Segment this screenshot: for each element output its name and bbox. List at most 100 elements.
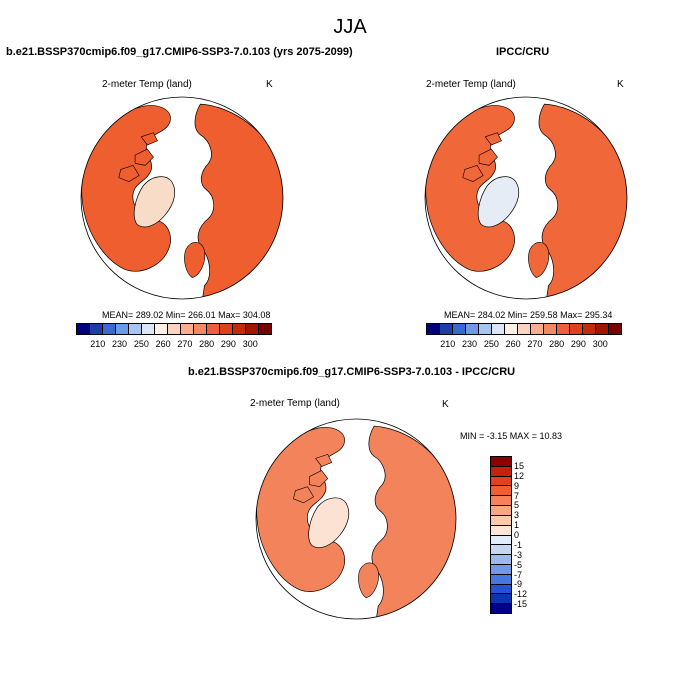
colorbar-swatch [531,324,544,334]
colorbar-swatch [609,324,621,334]
panel-3-variable-label: 2-meter Temp (land) [250,398,340,409]
land-arctic-island [315,453,333,467]
colorbar-tick-label: 230 [462,339,478,349]
panel-1-polar-map [80,96,284,300]
colorbar-tick-label: 12 [514,470,525,481]
colorbar-swatch [246,324,259,334]
colorbar-swatch [491,555,511,565]
colorbar-tick-label: 7 [514,490,520,501]
colorbar-swatch [491,545,511,556]
colorbar-swatch [596,324,609,334]
land-north-america [425,105,515,272]
colorbar-swatch [491,604,511,613]
colorbar-swatch [453,324,466,334]
colorbar-tick-label: -12 [514,589,528,600]
colorbar-tick-label: 290 [570,339,586,349]
land-arctic-island [140,132,158,146]
panel-2-polar-map [424,96,628,300]
colorbar-tick-label: 1 [514,520,520,531]
panel-2-units-label: K [617,79,624,90]
colorbar-tick-label: 270 [527,339,543,349]
colorbar-tick-label: 9 [514,480,520,491]
colorbar-swatch [168,324,181,334]
colorbar-tick-label: -3 [514,549,523,560]
land-north-america [256,427,345,592]
colorbar-tick-label: 3 [514,510,520,521]
colorbar-tick-label: 210 [90,339,106,349]
land-scandinavia [358,562,379,599]
colorbar-tick-label: 300 [242,339,258,349]
colorbar-swatch [491,476,511,487]
land-greenland [133,176,176,228]
colorbar-swatch [155,324,168,334]
colorbar-tick-label: 280 [199,339,215,349]
colorbar-tick-label: -15 [514,599,528,610]
colorbar-tick-label: 5 [514,500,520,511]
colorbar-swatch [90,324,103,334]
colorbar-tick-label: 280 [549,339,565,349]
panel-3-colorbar [490,456,512,614]
colorbar-swatch [491,515,511,526]
panel-2-colorbar [426,323,622,335]
land-arctic-island [293,486,314,504]
colorbar-tick-label: -5 [514,559,523,570]
colorbar-tick-label: 300 [592,339,608,349]
colorbar-tick-label: 250 [483,339,499,349]
colorbar-tick-label: 210 [440,339,456,349]
map-boundary [424,96,628,300]
panel-1-stats: MEAN= 289.02 Min= 266.01 Max= 304.08 [102,310,271,320]
colorbar-swatch [181,324,194,334]
land-arctic-island [484,132,502,146]
panel-3-stats: MIN = -3.15 MAX = 10.83 [460,431,563,441]
colorbar-swatch [491,457,511,467]
colorbar-swatch [259,324,271,334]
panel-1-colorbar [76,323,272,335]
colorbar-swatch [142,324,155,334]
colorbar-tick-label: 290 [220,339,236,349]
panel-1-variable-label: 2-meter Temp (land) [102,79,192,90]
colorbar-swatch [194,324,207,334]
colorbar-swatch [557,324,570,334]
colorbar-swatch [518,324,531,334]
colorbar-tick-label: 250 [133,339,149,349]
panel-1-units-label: K [266,79,273,90]
colorbar-tick-label: 15 [514,460,525,471]
colorbar-swatch [479,324,492,334]
colorbar-tick-label: 260 [505,339,521,349]
colorbar-swatch [491,466,511,477]
colorbar-tick-label: -9 [514,579,523,590]
colorbar-swatch [491,506,511,516]
colorbar-swatch [129,324,142,334]
land-arctic-island [478,148,498,166]
colorbar-swatch [491,564,511,575]
colorbar-swatch [233,324,246,334]
land-arctic-island [134,148,154,166]
colorbar-swatch [505,324,518,334]
colorbar-swatch [491,486,511,497]
colorbar-tick-label: 0 [514,530,520,540]
page-title: JJA [333,16,367,38]
colorbar-swatch [491,584,511,595]
colorbar-swatch [103,324,116,334]
map-land-layer [256,419,456,619]
colorbar-swatch [207,324,220,334]
colorbar-tick-label: 270 [177,339,193,349]
colorbar-swatch [77,324,90,334]
panel-3-units-label: K [442,399,449,410]
land-greenland [477,176,520,228]
land-arctic-island [462,164,484,183]
land-scandinavia [184,242,206,278]
colorbar-swatch [491,525,511,536]
colorbar-swatch [544,324,557,334]
map-boundary [255,418,457,620]
colorbar-swatch [440,324,453,334]
colorbar-tick-label: 230 [112,339,128,349]
panel-2-title: IPCC/CRU [496,46,550,58]
map-boundary [80,96,284,300]
land-arctic-island [309,470,329,488]
colorbar-swatch [491,535,511,546]
colorbar-swatch [491,594,511,605]
colorbar-tick-label: -1 [514,539,523,550]
land-arctic-island [118,164,140,183]
colorbar-swatch [491,496,511,507]
